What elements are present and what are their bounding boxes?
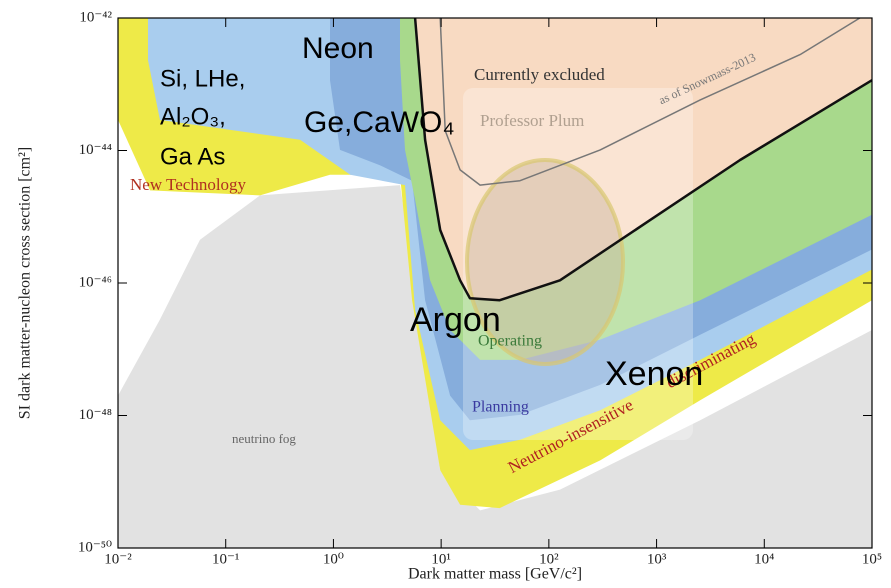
x-tick-label: 10³ — [647, 551, 667, 567]
x-axis-title: Dark matter mass [GeV/c²] — [408, 566, 582, 583]
annotation: Currently excluded — [474, 65, 605, 84]
y-tick-label: 10⁻⁴⁸ — [79, 407, 112, 423]
x-tick-label: 10¹ — [431, 551, 451, 567]
annotation: Professor Plum — [480, 111, 584, 130]
annotation: Neon — [302, 32, 374, 65]
y-tick-label: 10⁻⁴² — [79, 9, 112, 25]
x-tick-label: 10⁵ — [862, 551, 882, 567]
y-tick-label: 10⁻⁴⁴ — [79, 142, 112, 158]
x-tick-label: 10⁰ — [323, 551, 344, 567]
x-tick-label: 10² — [539, 551, 559, 567]
annotation: Argon — [410, 301, 501, 339]
annotation: Xenon — [605, 355, 703, 393]
annotation: Ga As — [160, 143, 225, 170]
annotation: neutrino fog — [232, 431, 296, 446]
y-axis-title: SI dark matter-nucleon cross section [cm… — [17, 147, 34, 419]
annotation: Si, LHe, — [160, 65, 245, 92]
chart: Dark matter mass [GeV/c²] SI dark matter… — [0, 0, 891, 588]
annotation: New Technology — [130, 175, 247, 194]
page: Dark matter mass [GeV/c²] SI dark matter… — [0, 0, 891, 588]
y-tick-label: 10⁻⁵⁰ — [78, 539, 112, 555]
annotation: Planning — [472, 399, 529, 416]
y-tick-label: 10⁻⁴⁶ — [79, 274, 112, 290]
x-tick-label: 10⁻¹ — [212, 551, 239, 567]
annotation: Ge,CaWO₄ — [304, 106, 455, 139]
x-tick-label: 10⁴ — [754, 551, 774, 567]
annotation: Al₂O₃, — [160, 103, 226, 130]
